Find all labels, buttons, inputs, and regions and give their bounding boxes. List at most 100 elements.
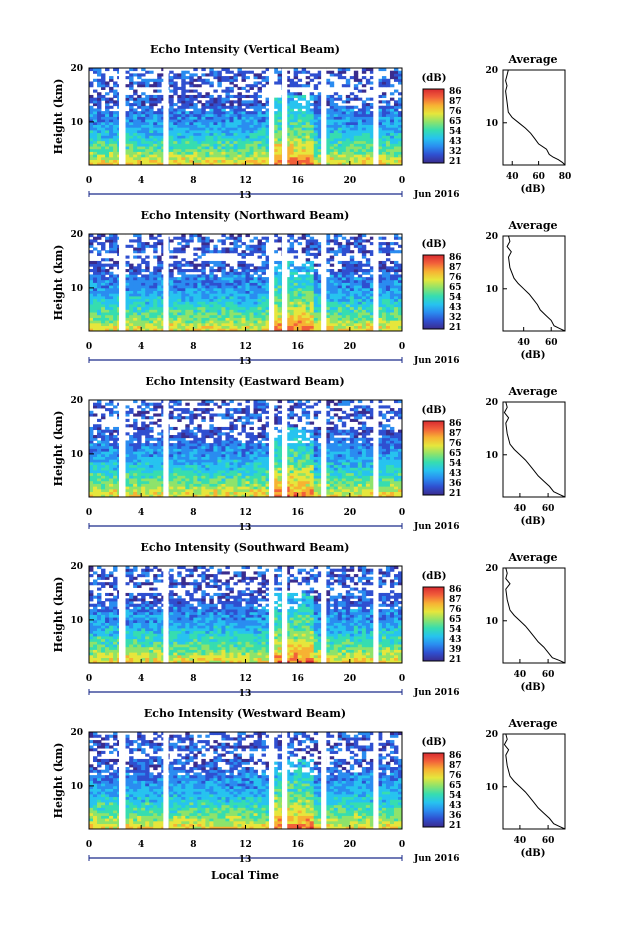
heatmap-cell: [205, 285, 209, 288]
heatmap-cell: [241, 152, 245, 155]
heatmap-cell: [314, 280, 318, 283]
heatmap-cell: [310, 299, 314, 302]
heatmap-cell: [177, 138, 181, 141]
heatmap-cell: [109, 76, 113, 79]
heatmap-cell: [137, 98, 141, 101]
heatmap-cell: [262, 135, 266, 138]
heatmap-cell: [141, 261, 145, 264]
heatmap-cell: [101, 288, 105, 291]
heatmap-cell: [350, 264, 354, 267]
heatmap-cell: [250, 133, 254, 136]
heatmap-cell: [346, 81, 350, 84]
heatmap-cell: [113, 127, 117, 130]
heatmap-cell: [250, 114, 254, 117]
heatmap-cell: [366, 106, 370, 109]
heatmap-cell: [366, 291, 370, 294]
heatmap-cell: [346, 283, 350, 286]
heatmap-cell: [362, 285, 366, 288]
heatmap-cell: [237, 296, 241, 299]
heatmap-cell: [109, 288, 113, 291]
heatmap-cell: [362, 141, 366, 144]
heatmap-cell: [358, 117, 362, 120]
heatmap-cell: [113, 492, 117, 495]
heatmap-cell: [197, 125, 201, 128]
heatmap-cell: [189, 315, 193, 318]
heatmap-cell: [89, 280, 93, 283]
heatmap-cell: [342, 253, 346, 256]
heatmap-cell: [386, 323, 390, 326]
heatmap-cell: [229, 283, 233, 286]
heatmap-cell: [362, 111, 366, 114]
heatmap-cell: [141, 152, 145, 155]
heatmap-cell: [141, 250, 145, 253]
heatmap-cell: [93, 280, 97, 283]
heatmap-cell: [185, 285, 189, 288]
heatmap-cell: [258, 296, 262, 299]
heatmap-cell: [193, 73, 197, 76]
heatmap-cell: [378, 133, 382, 136]
heatmap-cell: [225, 87, 229, 90]
heatmap-cell: [302, 154, 306, 157]
heatmap-cell: [338, 125, 342, 128]
heatmap-cell: [213, 117, 217, 120]
heatmap-cell: [137, 301, 141, 304]
heatmap-cell: [157, 141, 161, 144]
heatmap-cell: [169, 135, 173, 138]
heatmap-cell: [362, 293, 366, 296]
heatmap-cell: [113, 130, 117, 133]
heatmap-cell: [366, 239, 370, 242]
heatmap-cell: [338, 149, 342, 152]
heatmap-cell: [274, 154, 278, 157]
heatmap-cell: [233, 315, 237, 318]
heatmap-cell: [177, 312, 181, 315]
heatmap-cell: [346, 280, 350, 283]
heatmap-cell: [213, 277, 217, 280]
heatmap-cell: [109, 307, 113, 310]
heatmap-cell: [346, 239, 350, 242]
heatmap-cell: [105, 114, 109, 117]
heatmap-cell: [229, 492, 233, 495]
colorbar-tick-label: 32: [449, 147, 462, 157]
heatmap-cell: [133, 486, 137, 489]
heatmap-cell: [157, 296, 161, 299]
heatmap-cell: [157, 114, 161, 117]
heatmap-cell: [197, 283, 201, 286]
heatmap-cell: [290, 318, 294, 321]
heatmap-cell: [262, 266, 266, 269]
heatmap-cell: [346, 269, 350, 272]
heatmap-cell: [290, 307, 294, 310]
heatmap-cell: [310, 318, 314, 321]
heatmap-cell: [258, 266, 262, 269]
heatmap-cell: [342, 299, 346, 302]
heatmap-cell: [354, 84, 358, 87]
heatmap-cell: [358, 293, 362, 296]
heatmap-cell: [169, 277, 173, 280]
heatmap-cell: [290, 272, 294, 275]
heatmap-cell: [294, 296, 298, 299]
data-gap: [321, 234, 326, 331]
heatmap-cell: [169, 98, 173, 101]
heatmap-cell: [229, 76, 233, 79]
heatmap-cell: [101, 312, 105, 315]
heatmap-cell: [93, 135, 97, 138]
heatmap-cell: [217, 269, 221, 272]
y-axis-title: Height (km): [52, 79, 65, 155]
heatmap-cell: [254, 138, 258, 141]
heatmap-cell: [358, 111, 362, 114]
heatmap-cell: [109, 272, 113, 275]
heatmap-cell: [233, 160, 237, 163]
heatmap-cell: [310, 264, 314, 267]
heatmap-cell: [125, 256, 129, 259]
heatmap-cell: [153, 492, 157, 495]
heatmap-cell: [225, 125, 229, 128]
heatmap-cell: [137, 288, 141, 291]
heatmap-cell: [137, 309, 141, 312]
heatmap-cell: [141, 247, 145, 250]
heatmap-cell: [362, 133, 366, 136]
heatmap-cell: [109, 318, 113, 321]
heatmap-cell: [278, 114, 282, 117]
heatmap-cell: [125, 130, 129, 133]
heatmap-cell: [89, 315, 93, 318]
heatmap-cell: [390, 304, 394, 307]
heatmap-cell: [101, 160, 105, 163]
